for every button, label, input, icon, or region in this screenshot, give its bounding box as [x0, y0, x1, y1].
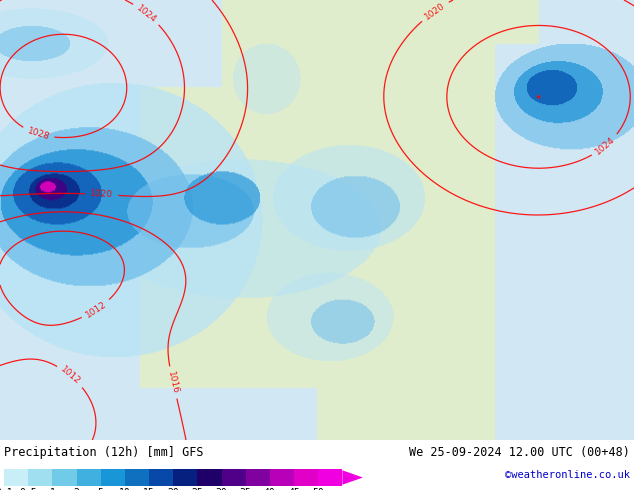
Bar — [4, 469, 28, 486]
Bar — [101, 469, 125, 486]
Polygon shape — [342, 470, 363, 485]
Text: 0.1: 0.1 — [0, 488, 13, 490]
Text: 0.5: 0.5 — [20, 488, 37, 490]
Bar — [53, 469, 77, 486]
Text: 25: 25 — [191, 488, 204, 490]
Text: 1016: 1016 — [166, 370, 180, 395]
Bar — [318, 469, 342, 486]
Bar — [28, 469, 53, 486]
Text: 1024: 1024 — [593, 135, 617, 156]
Text: 1012: 1012 — [84, 299, 108, 319]
Text: 1020: 1020 — [423, 1, 447, 22]
Text: 1024: 1024 — [135, 3, 158, 25]
Bar — [270, 469, 294, 486]
Text: 20: 20 — [167, 488, 179, 490]
Text: 1028: 1028 — [26, 126, 51, 142]
Text: 2: 2 — [74, 488, 79, 490]
Text: 1012: 1012 — [59, 365, 82, 387]
Text: 40: 40 — [264, 488, 276, 490]
Text: 5: 5 — [98, 488, 103, 490]
Bar — [197, 469, 221, 486]
Text: ©weatheronline.co.uk: ©weatheronline.co.uk — [505, 470, 630, 480]
Bar — [173, 469, 197, 486]
Text: 1: 1 — [49, 488, 55, 490]
Bar — [221, 469, 246, 486]
Bar — [294, 469, 318, 486]
Text: 30: 30 — [216, 488, 228, 490]
Text: 1020: 1020 — [90, 190, 113, 199]
Text: 15: 15 — [143, 488, 155, 490]
Text: 50: 50 — [313, 488, 324, 490]
Text: We 25-09-2024 12.00 UTC (00+48): We 25-09-2024 12.00 UTC (00+48) — [409, 446, 630, 459]
Bar — [77, 469, 101, 486]
Bar — [125, 469, 149, 486]
Text: 35: 35 — [240, 488, 252, 490]
Bar — [149, 469, 173, 486]
Text: Precipitation (12h) [mm] GFS: Precipitation (12h) [mm] GFS — [4, 446, 204, 459]
Bar — [246, 469, 270, 486]
Text: 10: 10 — [119, 488, 131, 490]
Text: 45: 45 — [288, 488, 300, 490]
